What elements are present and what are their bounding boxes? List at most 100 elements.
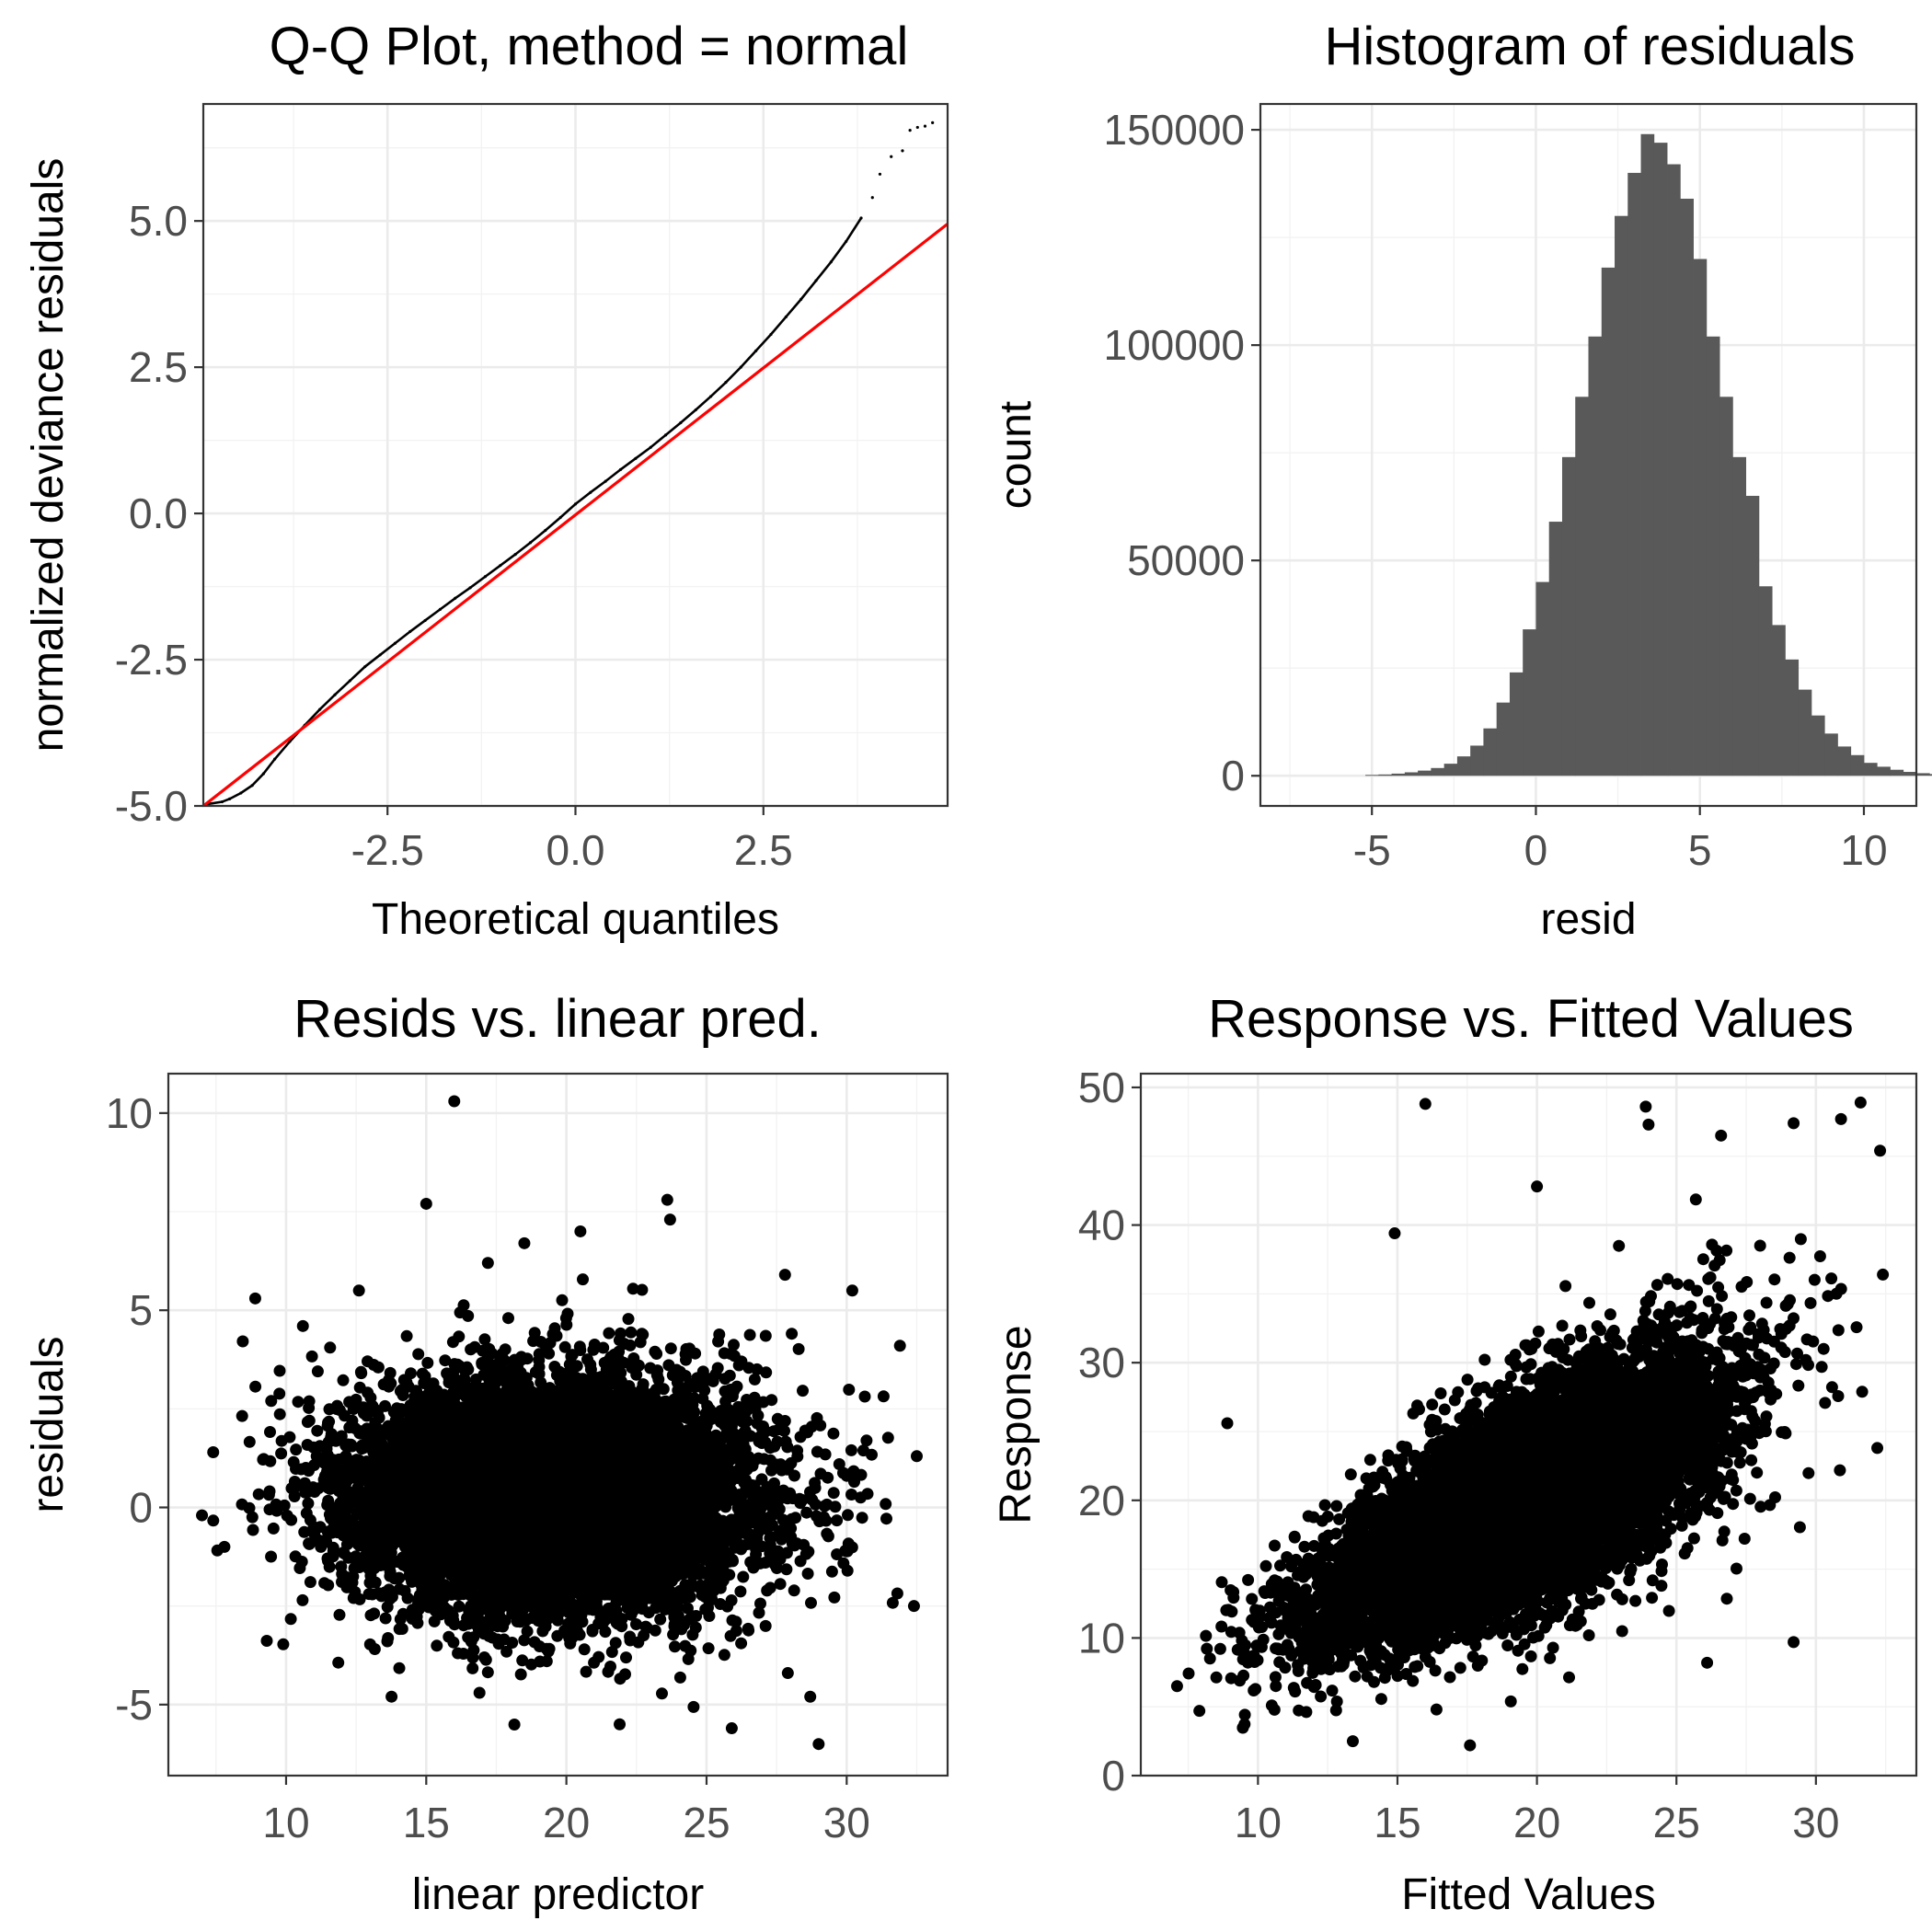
- residual-point: [622, 1313, 635, 1326]
- qq-point: [288, 740, 292, 743]
- y-tick-label: 50000: [1127, 536, 1245, 584]
- histogram-bar: [1418, 770, 1432, 776]
- histogram-bar: [1588, 336, 1603, 776]
- histogram-bar: [1680, 198, 1694, 776]
- residual-point: [533, 1361, 546, 1374]
- residual-point: [845, 1443, 857, 1456]
- histogram-bar: [1523, 629, 1536, 776]
- y-tick-label: -5.0: [115, 782, 188, 830]
- histogram-bar: [1653, 143, 1668, 776]
- histogram-bar: [1745, 495, 1760, 776]
- histogram-bar: [1483, 728, 1498, 776]
- residual-point: [514, 1668, 527, 1681]
- x-tick-label: 15: [403, 1799, 450, 1846]
- y-tick-label: 100000: [1104, 321, 1246, 369]
- qq-point: [829, 260, 833, 264]
- histogram-bar: [1890, 769, 1904, 776]
- residual-point: [304, 1576, 316, 1589]
- y-tick-label: 5: [129, 1286, 153, 1334]
- histogram-bar: [1456, 756, 1471, 776]
- qq-point: [408, 629, 412, 634]
- x-axis-title: Theoretical quantiles: [372, 895, 779, 944]
- y-axis-title: residuals: [24, 1336, 73, 1512]
- residual-point: [625, 1326, 638, 1339]
- residual-point: [273, 1364, 286, 1377]
- x-axis-title: linear predictor: [412, 1870, 705, 1919]
- qq-point: [915, 125, 919, 130]
- residual-point: [466, 1662, 479, 1674]
- residual-point: [770, 1562, 783, 1574]
- x-tick-label: 0: [1524, 826, 1548, 874]
- qq-point: [890, 155, 893, 158]
- histogram-bar: [1404, 772, 1419, 776]
- y-tick-label: 0: [1221, 752, 1245, 799]
- residual-point: [881, 1432, 894, 1444]
- residual-point: [412, 1348, 425, 1361]
- qq-point: [679, 420, 683, 425]
- residual-point: [368, 1607, 381, 1620]
- qq-point: [739, 365, 742, 369]
- qq-point: [513, 552, 517, 557]
- qq-point: [273, 757, 277, 761]
- x-tick-label: 2.5: [734, 826, 793, 874]
- qq-point: [393, 641, 397, 645]
- histogram-bar: [1431, 767, 1445, 776]
- qq-point: [239, 791, 243, 795]
- qq-point: [363, 665, 367, 669]
- residual-point: [481, 1666, 494, 1679]
- qq-point: [499, 564, 502, 568]
- residual-point: [367, 1359, 380, 1371]
- y-tick-label: -2.5: [115, 636, 188, 684]
- residual-point: [247, 1524, 259, 1536]
- histogram-bar: [1863, 763, 1878, 776]
- residual-point: [333, 1608, 346, 1621]
- residual-point: [453, 1330, 466, 1343]
- histogram-bar: [1575, 397, 1589, 776]
- qq-point: [348, 679, 351, 683]
- qq-point: [333, 693, 337, 696]
- qq-point: [528, 541, 533, 545]
- x-tick-label: 0.0: [546, 826, 605, 874]
- residual-point: [825, 1565, 838, 1578]
- histogram-bar: [1837, 746, 1852, 776]
- residual-points: [196, 1095, 923, 1751]
- histogram-bar: [1929, 774, 1932, 776]
- x-tick-label: -5: [1353, 826, 1391, 874]
- residual-point: [880, 1498, 892, 1511]
- qq-point: [908, 129, 912, 132]
- residual-point: [311, 1424, 324, 1437]
- histogram-bar: [1470, 745, 1484, 776]
- x-tick-label: 20: [543, 1799, 590, 1846]
- histogram-bar: [1732, 456, 1747, 776]
- histogram-bar: [1758, 586, 1773, 776]
- y-tick-label: 0.0: [129, 489, 188, 537]
- residual-point: [669, 1640, 681, 1653]
- y-tick-label: 5.0: [129, 197, 188, 245]
- x-tick-label: 10: [1840, 826, 1887, 874]
- qq-point: [931, 121, 935, 124]
- x-tick-label: 30: [823, 1799, 870, 1846]
- qq-point: [634, 456, 638, 460]
- residual-point: [431, 1639, 443, 1652]
- qq-point: [220, 799, 224, 804]
- residual-point: [270, 1498, 282, 1511]
- y-tick-label: 150000: [1104, 106, 1246, 154]
- histogram-bar: [1785, 659, 1800, 776]
- qq-point: [754, 349, 758, 352]
- x-tick-label: 5: [1688, 826, 1712, 874]
- residual-point: [624, 1630, 637, 1643]
- histogram-bar: [1824, 733, 1838, 776]
- qq-point: [799, 297, 803, 301]
- residual-point: [603, 1327, 615, 1340]
- residual-point: [827, 1487, 840, 1500]
- residual-point: [860, 1434, 873, 1447]
- qq-point: [923, 124, 927, 128]
- qq-point: [859, 216, 863, 220]
- residual-point: [604, 1661, 616, 1673]
- chart-title: Q-Q Plot, method = normal: [270, 17, 909, 76]
- residual-point: [673, 1671, 686, 1684]
- histogram-bar: [1548, 522, 1563, 776]
